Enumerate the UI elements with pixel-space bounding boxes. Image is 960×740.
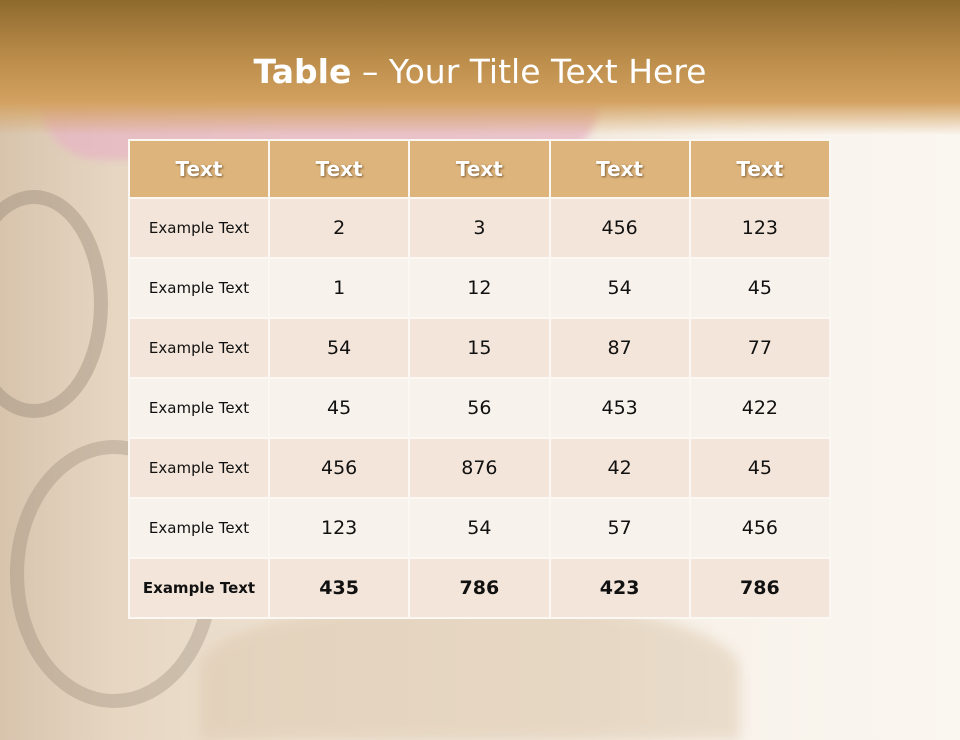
table-cell: 423	[548, 557, 691, 619]
table-cell: 45	[688, 257, 832, 319]
table-row: Example Text 1 12 54 45	[128, 257, 832, 319]
table-cell: 57	[548, 497, 691, 559]
column-header: Text	[128, 139, 270, 199]
table-cell: 456	[548, 197, 691, 259]
table-cell: 54	[548, 257, 691, 319]
slide-title: Table – Your Title Text Here	[0, 52, 960, 91]
table-cell: 3	[408, 197, 551, 259]
table-cell: 45	[267, 377, 411, 439]
table-cell: 1	[267, 257, 411, 319]
table-cell: 12	[408, 257, 551, 319]
column-header: Text	[267, 139, 411, 199]
data-table: Text Text Text Text Text Example Text 2 3 4…	[128, 139, 832, 619]
table-cell: 2	[267, 197, 411, 259]
table-cell: 77	[688, 317, 832, 379]
table-row: Example Text 456 876 42 45	[128, 437, 832, 499]
table-cell: 435	[267, 557, 411, 619]
table-cell: Example Text	[128, 437, 270, 499]
table-cell: 54	[267, 317, 411, 379]
table-row: Example Text 123 54 57 456	[128, 497, 832, 559]
table-cell: Example Text	[128, 317, 270, 379]
table-row: Example Text 2 3 456 123	[128, 197, 832, 259]
column-header: Text	[548, 139, 691, 199]
table-cell: 54	[408, 497, 551, 559]
table-cell: 456	[688, 497, 832, 559]
table-cell: 786	[688, 557, 832, 619]
column-header: Text	[688, 139, 832, 199]
table-cell: 123	[267, 497, 411, 559]
title-bold: Table	[253, 52, 352, 91]
table-row: Example Text 54 15 87 77	[128, 317, 832, 379]
table-cell: 87	[548, 317, 691, 379]
table-cell: 456	[267, 437, 411, 499]
background-sand	[200, 600, 740, 740]
table-cell: 786	[408, 557, 551, 619]
title-rest: – Your Title Text Here	[351, 52, 707, 91]
table-cell: 15	[408, 317, 551, 379]
table-cell: 56	[408, 377, 551, 439]
table-row: Example Text 45 56 453 422	[128, 377, 832, 439]
background-sunglasses	[0, 190, 108, 418]
table-cell: 123	[688, 197, 832, 259]
table-cell: Example Text	[128, 197, 270, 259]
table-row: Example Text 435 786 423 786	[128, 557, 832, 619]
title-band	[0, 0, 960, 135]
table-cell: Example Text	[128, 257, 270, 319]
table-cell: 453	[548, 377, 691, 439]
table-cell: 876	[408, 437, 551, 499]
table-cell: 422	[688, 377, 832, 439]
table-cell: Example Text	[128, 557, 270, 619]
table-cell: 42	[548, 437, 691, 499]
table-cell: 45	[688, 437, 832, 499]
table-cell: Example Text	[128, 377, 270, 439]
table-cell: Example Text	[128, 497, 270, 559]
header-row: Text Text Text Text Text	[128, 139, 832, 199]
column-header: Text	[408, 139, 551, 199]
